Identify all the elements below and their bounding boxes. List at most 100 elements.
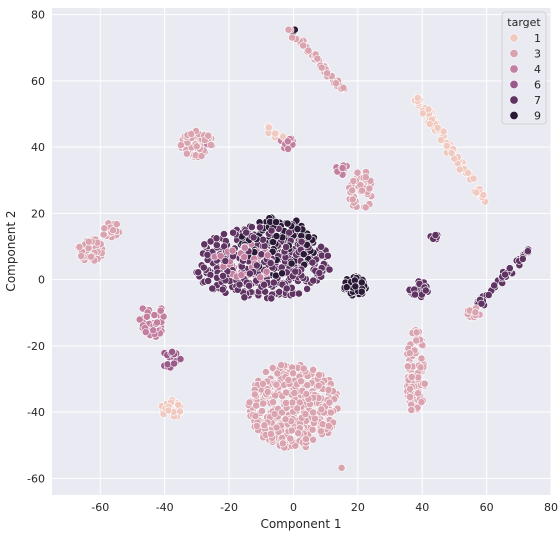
y-tick-label: -20 (27, 340, 45, 353)
data-point (304, 232, 313, 241)
data-point (299, 250, 308, 259)
data-point (282, 243, 290, 251)
data-point (324, 385, 333, 394)
data-point (309, 276, 318, 285)
data-point (282, 388, 290, 397)
legend-marker (509, 95, 519, 105)
legend-marker (509, 80, 519, 90)
data-point (288, 33, 296, 42)
data-point (218, 285, 227, 294)
data-point (192, 142, 201, 151)
data-point (412, 336, 421, 345)
data-point (168, 347, 176, 356)
data-point (447, 148, 456, 157)
data-point (235, 280, 244, 289)
x-tick-label: 80 (544, 501, 558, 514)
data-point (203, 250, 212, 259)
data-point (283, 137, 292, 146)
data-point (281, 415, 290, 424)
data-point (351, 282, 360, 291)
data-point (297, 377, 305, 386)
data-point (518, 254, 527, 263)
data-point (287, 426, 296, 435)
data-point (299, 41, 308, 50)
data-point (176, 141, 185, 149)
legend-marker (509, 33, 519, 43)
data-point (325, 265, 334, 274)
data-point (342, 283, 351, 292)
data-point (204, 131, 213, 140)
x-tick-label: 60 (480, 501, 494, 514)
data-point (251, 412, 260, 420)
data-point (308, 425, 317, 434)
data-point (266, 259, 275, 267)
y-tick-label: 80 (31, 9, 45, 22)
data-point (317, 405, 326, 414)
data-point (273, 369, 282, 378)
y-axis-label: Component 2 (4, 210, 18, 291)
data-point (326, 408, 335, 417)
data-point (77, 252, 86, 260)
data-point (258, 407, 266, 415)
data-point (349, 176, 358, 185)
data-point (249, 233, 258, 242)
data-point (414, 373, 423, 382)
x-tick-label: -40 (156, 501, 174, 514)
data-point (291, 267, 300, 276)
data-point (278, 269, 286, 278)
data-point (407, 372, 416, 381)
data-point (325, 398, 334, 407)
data-point (471, 308, 480, 317)
legend-marker (509, 111, 519, 121)
data-point (87, 252, 95, 261)
data-point (314, 381, 323, 390)
data-point (297, 237, 306, 246)
data-point (75, 242, 84, 251)
data-point (228, 246, 237, 255)
data-point (317, 63, 326, 72)
data-point (247, 223, 256, 231)
data-point (524, 247, 532, 256)
data-point (323, 251, 332, 260)
legend-marker (509, 48, 519, 58)
data-point (433, 123, 442, 132)
x-tick-label: -20 (220, 501, 238, 514)
y-tick-label: -60 (27, 472, 45, 485)
data-point (262, 267, 271, 276)
data-point (323, 69, 331, 78)
data-point (407, 405, 416, 414)
data-point (263, 251, 272, 260)
x-tick-label: 20 (351, 501, 365, 514)
data-point (149, 326, 158, 335)
data-point (200, 240, 209, 249)
legend-label: 9 (534, 110, 541, 123)
data-point (403, 362, 412, 371)
data-point (501, 270, 509, 279)
data-point (464, 168, 472, 177)
legend-marker (509, 64, 519, 74)
data-point (267, 430, 275, 438)
y-tick-label: 0 (38, 274, 45, 287)
data-point (299, 364, 308, 373)
data-point (490, 281, 499, 290)
data-point (240, 253, 249, 261)
data-point (282, 284, 291, 293)
data-point (216, 251, 225, 260)
data-points (74, 25, 533, 472)
data-point (338, 164, 347, 172)
data-point (278, 439, 287, 448)
data-point (358, 186, 366, 195)
data-point (417, 354, 426, 363)
data-point (259, 379, 267, 388)
data-point (268, 363, 277, 372)
data-point (100, 224, 109, 233)
data-point (289, 369, 297, 378)
data-point (264, 123, 273, 132)
data-point (284, 144, 292, 153)
data-point (153, 318, 161, 327)
data-point (176, 407, 184, 416)
data-point (277, 361, 286, 369)
x-tick-label: -60 (91, 501, 109, 514)
data-point (272, 380, 281, 389)
data-point (271, 129, 280, 138)
